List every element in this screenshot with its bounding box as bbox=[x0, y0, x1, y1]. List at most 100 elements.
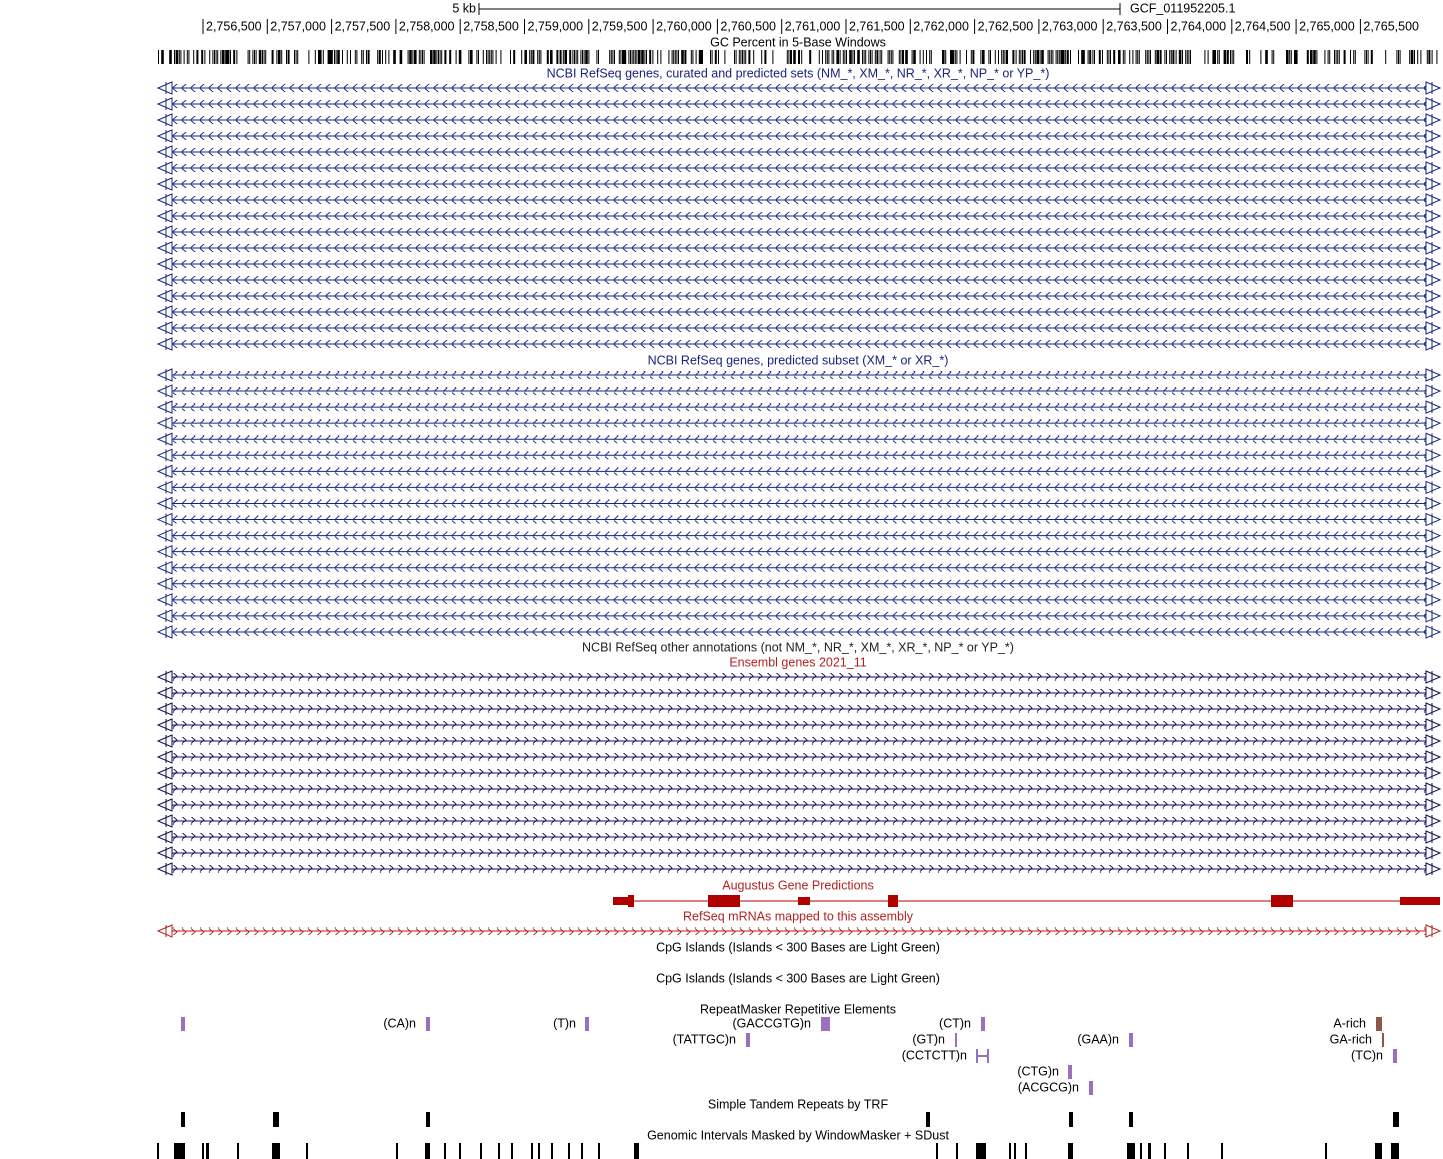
gene-end bbox=[1425, 113, 1442, 127]
repeat-mark bbox=[1393, 1049, 1397, 1063]
gc-bar bbox=[710, 50, 711, 64]
wm-mark bbox=[1014, 1143, 1016, 1159]
gc-bar bbox=[598, 50, 599, 64]
gc-bar bbox=[982, 50, 984, 64]
gc-bar bbox=[420, 50, 422, 64]
gc-bar bbox=[850, 50, 852, 64]
gene-end bbox=[1425, 846, 1442, 860]
gc-bar bbox=[588, 50, 590, 64]
gc-bar bbox=[415, 50, 417, 64]
gene-arrows bbox=[172, 737, 1426, 745]
gc-bar bbox=[825, 50, 827, 64]
gc-bar bbox=[1170, 50, 1172, 64]
gc-bar bbox=[399, 50, 402, 64]
tick-label: 2,757,500 bbox=[335, 19, 391, 33]
gene-end bbox=[156, 432, 173, 446]
gc-bar bbox=[439, 50, 441, 64]
gc-bar bbox=[215, 50, 217, 64]
gc-bar bbox=[1271, 50, 1273, 64]
gc-bar bbox=[1178, 50, 1181, 64]
gene-arrows bbox=[172, 579, 1426, 588]
gene-arrows bbox=[172, 451, 1426, 460]
gene-arrows bbox=[172, 833, 1426, 841]
gc-bar bbox=[513, 50, 516, 64]
gc-bar bbox=[634, 50, 636, 64]
gc-bar bbox=[1327, 50, 1329, 64]
wm-mark bbox=[459, 1143, 461, 1159]
gc-bar bbox=[1314, 50, 1316, 64]
gc-bar bbox=[1066, 50, 1069, 64]
gene-end bbox=[1425, 798, 1442, 812]
gc-bar bbox=[734, 50, 735, 64]
gc-bar bbox=[322, 50, 324, 64]
gene-end bbox=[156, 686, 173, 700]
gc-bar bbox=[998, 50, 999, 64]
gc-bar bbox=[286, 50, 287, 64]
gc-bar bbox=[1081, 50, 1084, 64]
gene-end bbox=[1425, 862, 1442, 876]
gc-bar bbox=[1426, 50, 1428, 64]
wm-mark bbox=[1221, 1143, 1223, 1159]
tick-label: 2,758,500 bbox=[463, 19, 519, 33]
gc-bar bbox=[377, 50, 379, 64]
wm-mark bbox=[956, 1143, 958, 1159]
gene-end bbox=[156, 384, 173, 398]
gc-bar bbox=[500, 50, 502, 64]
tick-label: 2,758,000 bbox=[399, 19, 455, 33]
gc-bar bbox=[460, 50, 462, 64]
tick-label: 2,762,500 bbox=[978, 19, 1034, 33]
gene-end bbox=[1425, 480, 1442, 495]
gc-bar bbox=[476, 50, 478, 64]
gc-bar bbox=[262, 50, 263, 64]
gc-bar bbox=[1058, 50, 1060, 64]
gc-bar bbox=[1030, 50, 1031, 64]
gene-arrows bbox=[172, 324, 1426, 332]
repeat-label: (GACCGTG)n bbox=[733, 1016, 812, 1030]
gene-end bbox=[1425, 97, 1442, 111]
gene-arrows bbox=[172, 260, 1426, 268]
gene-end bbox=[156, 528, 173, 543]
gc-bar bbox=[1231, 50, 1233, 64]
gene-end bbox=[1425, 384, 1442, 398]
gc-bar bbox=[1001, 50, 1003, 64]
gc-bar bbox=[956, 50, 958, 64]
gene-arrows bbox=[172, 483, 1426, 492]
gc-bar bbox=[175, 50, 178, 64]
gene-end bbox=[156, 305, 173, 319]
gc-bar bbox=[1034, 50, 1036, 64]
gc-bar bbox=[230, 50, 231, 64]
gene-end bbox=[1425, 177, 1442, 191]
gc-bar bbox=[255, 50, 257, 64]
gc-bar bbox=[700, 50, 703, 64]
gene-arrows bbox=[172, 340, 1426, 348]
gc-bar bbox=[764, 50, 767, 64]
gc-bar bbox=[1295, 50, 1298, 64]
gene-end bbox=[156, 81, 173, 95]
gc-bar bbox=[209, 50, 211, 64]
gene-arrows bbox=[172, 927, 1426, 935]
repeat-mark bbox=[955, 1033, 957, 1047]
gc-bar bbox=[625, 50, 627, 64]
gene-end bbox=[1425, 766, 1442, 780]
gc-bar bbox=[414, 50, 416, 64]
gc-bar bbox=[342, 50, 343, 64]
gene-end bbox=[156, 593, 173, 607]
gc-bar bbox=[1050, 50, 1052, 64]
gc-bar bbox=[809, 50, 812, 64]
wm-mark bbox=[936, 1143, 938, 1159]
tick-label: 2,761,000 bbox=[785, 19, 841, 33]
gc-bar bbox=[1265, 50, 1268, 64]
gc-bar bbox=[1094, 50, 1095, 64]
gc-bar bbox=[297, 50, 299, 64]
gc-bar bbox=[1087, 50, 1089, 64]
gene-arrows bbox=[172, 849, 1426, 857]
gc-bar bbox=[610, 50, 612, 64]
gc-bar bbox=[1122, 50, 1124, 64]
gene-end bbox=[156, 702, 173, 716]
gc-bar bbox=[556, 50, 559, 64]
gene-end bbox=[156, 512, 173, 527]
gc-bar bbox=[638, 50, 640, 64]
gene-arrows bbox=[172, 595, 1426, 604]
gc-bar bbox=[338, 50, 340, 64]
gc-bar bbox=[582, 50, 583, 64]
